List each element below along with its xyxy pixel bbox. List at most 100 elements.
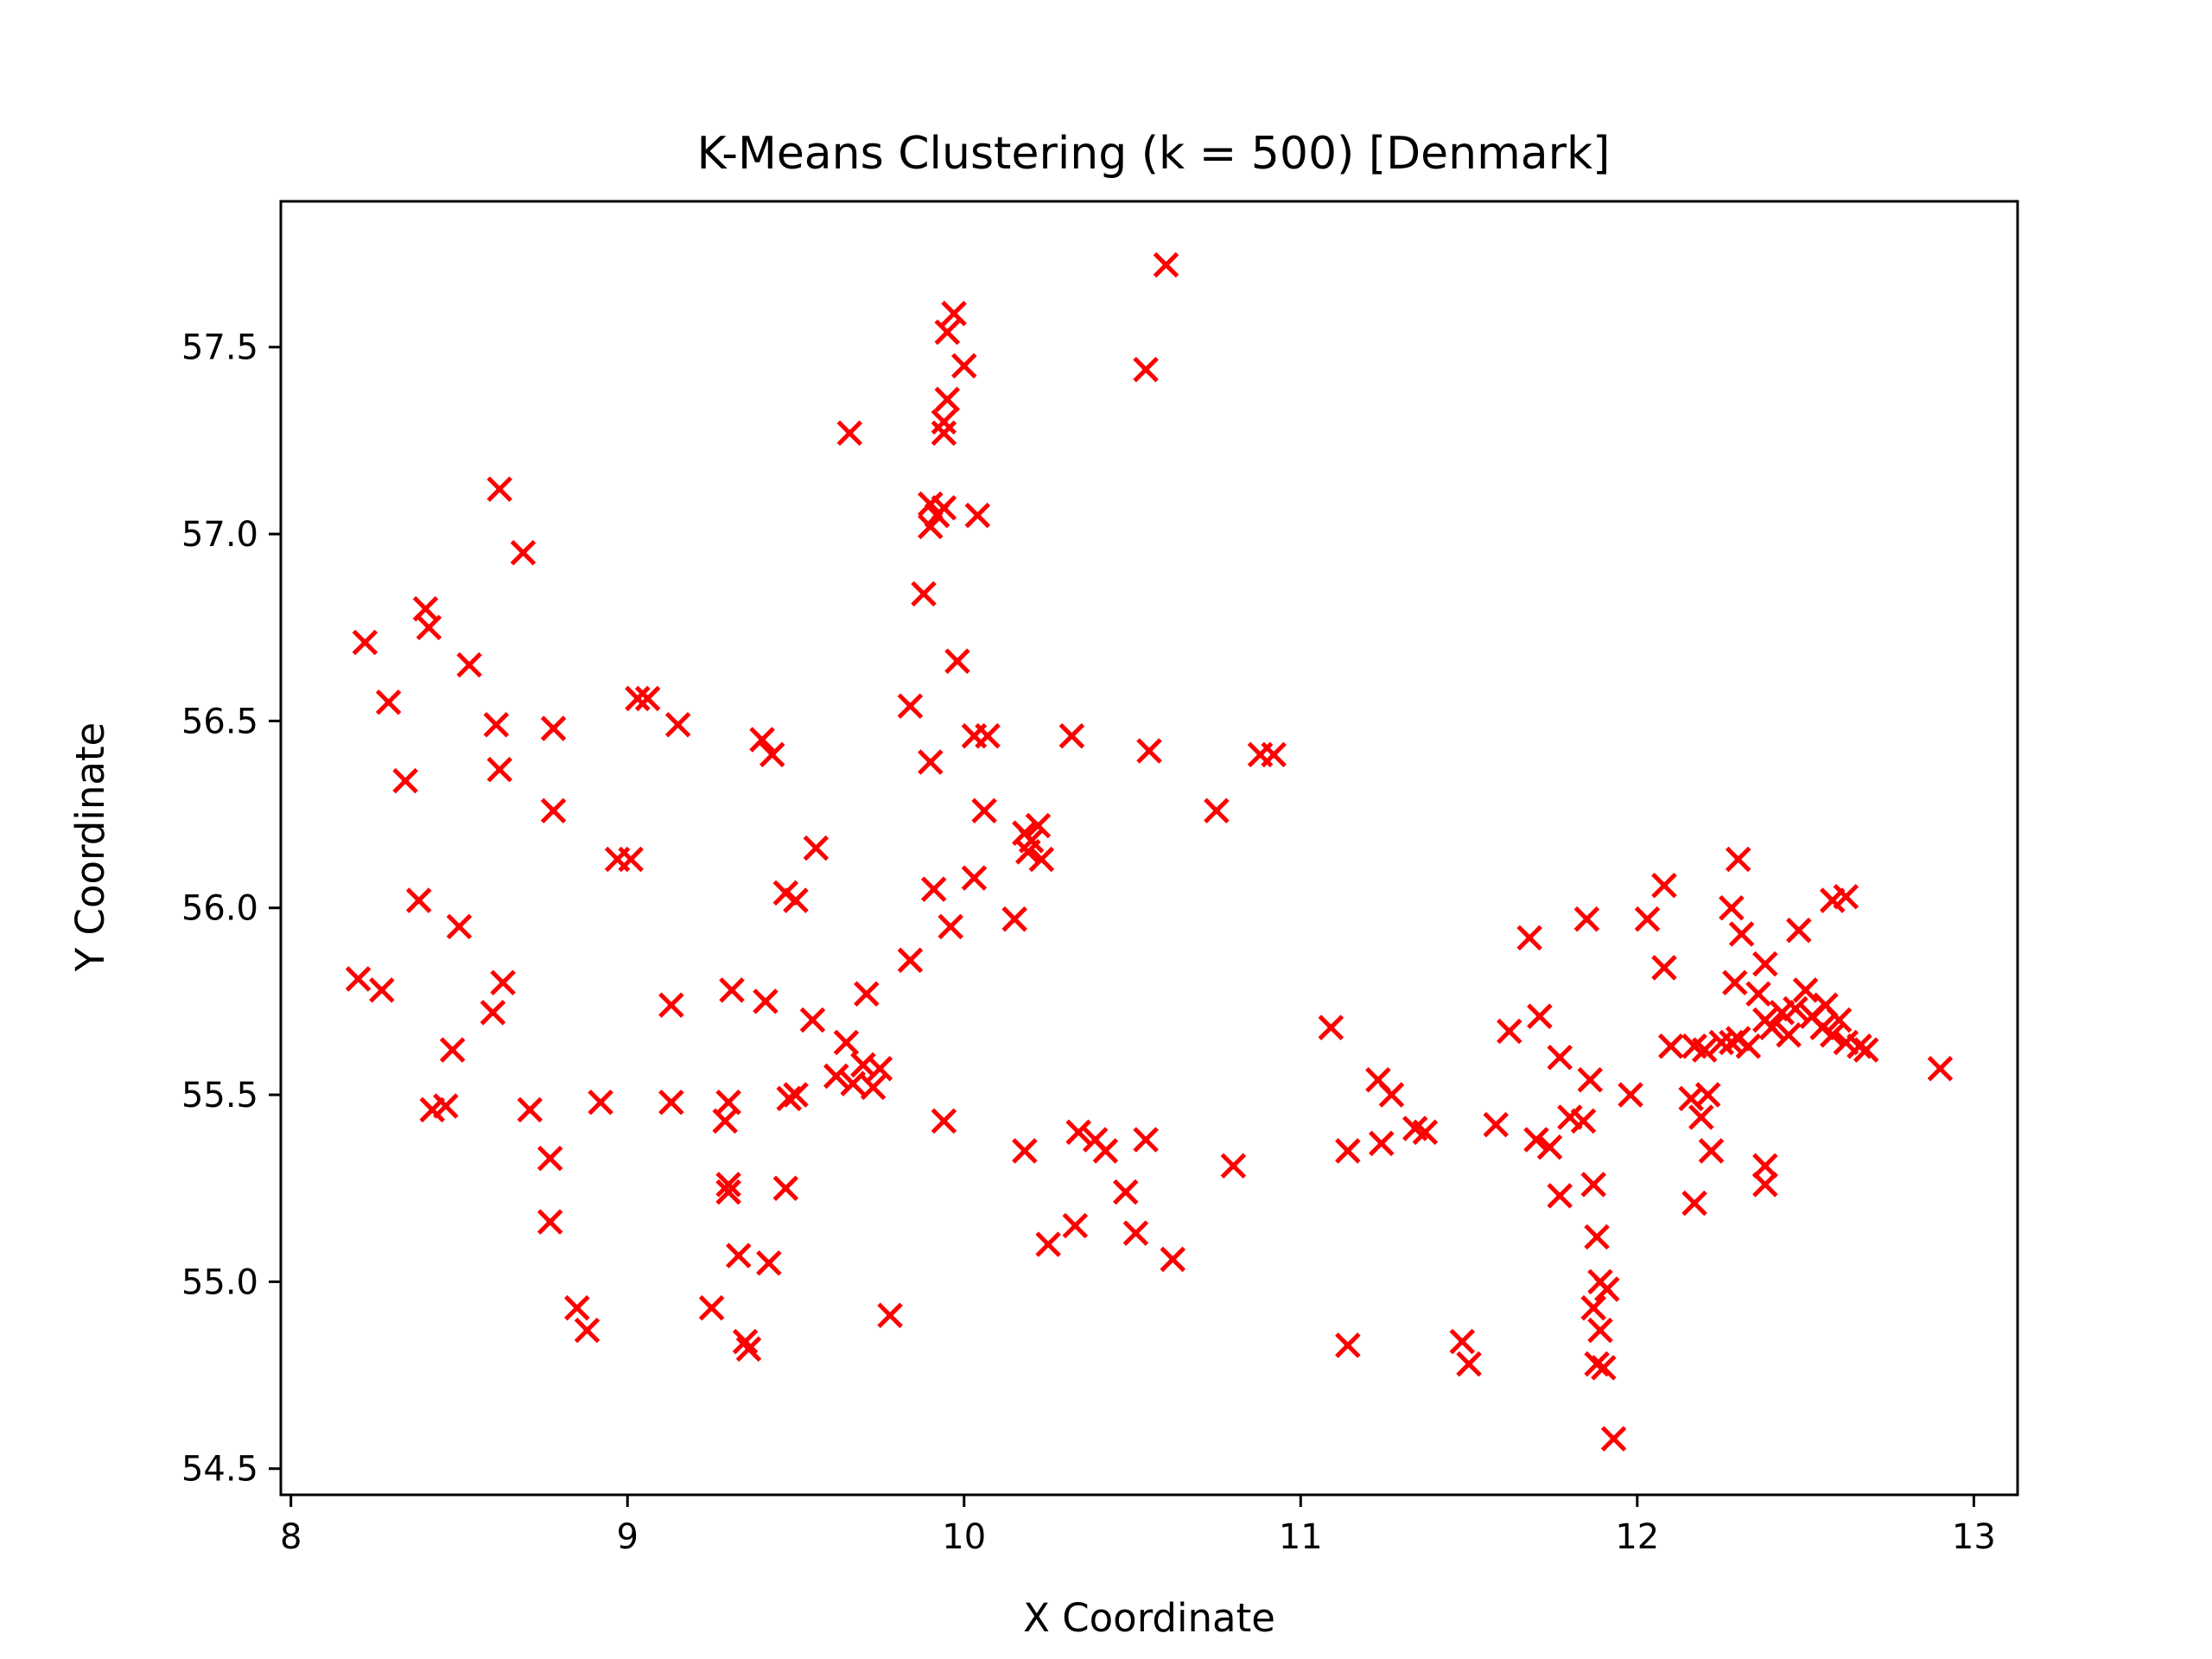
centroid-x-stroke — [1634, 906, 1661, 932]
centroid-x-stroke — [1681, 1033, 1707, 1059]
cluster-point — [486, 756, 512, 783]
centroid-x-stroke — [1735, 1033, 1762, 1059]
cluster-point — [537, 1145, 563, 1172]
centroid-x-stroke — [1752, 950, 1778, 977]
centroid-x-stroke — [860, 1074, 887, 1101]
cluster-point — [918, 513, 944, 540]
centroid-x-stroke — [537, 1145, 563, 1172]
cluster-point — [931, 409, 957, 435]
cluster-point — [1035, 1231, 1061, 1257]
cluster-point — [1577, 1066, 1604, 1093]
cluster-point — [1591, 1355, 1617, 1381]
cluster-point — [1065, 1119, 1091, 1146]
centroid-x-stroke — [1776, 1022, 1802, 1048]
cluster-point — [1651, 955, 1677, 981]
centroid-x-stroke — [1927, 1056, 1954, 1082]
cluster-point — [1792, 977, 1819, 1003]
cluster-point — [1618, 1082, 1643, 1108]
centroid-x-stroke — [1025, 812, 1052, 839]
cluster-point — [574, 1317, 601, 1344]
centroid-x-stroke — [1678, 1085, 1704, 1112]
cluster-point — [715, 1179, 741, 1205]
cluster-point — [920, 876, 947, 902]
centroid-x-stroke — [931, 409, 957, 435]
centroid-x-stroke — [1062, 1212, 1089, 1239]
centroid-x-stroke — [854, 981, 880, 1007]
centroid-x-stroke — [634, 685, 661, 712]
cluster-point — [1927, 1056, 1954, 1082]
cluster-point — [1735, 1033, 1762, 1059]
y-tick-label: 55.0 — [181, 1262, 258, 1302]
cluster-point — [799, 1007, 826, 1033]
centroid-x-stroke — [1691, 1037, 1718, 1063]
centroid-x-stroke — [961, 865, 988, 891]
centroid-x-stroke — [918, 513, 944, 540]
cluster-point — [1335, 1332, 1361, 1358]
cluster-point — [1012, 1138, 1038, 1164]
centroid-x-stroke — [1698, 1138, 1725, 1164]
y-tick-label: 56.0 — [181, 889, 258, 929]
cluster-point — [971, 798, 997, 824]
centroid-x-stroke — [1112, 1179, 1139, 1205]
cluster-point — [540, 715, 567, 741]
centroid-x-stroke — [1651, 872, 1677, 899]
centroid-x-stroke — [1580, 1172, 1606, 1198]
centroid-x-stroke — [1681, 1190, 1707, 1217]
centroid-x-stroke — [1819, 1022, 1846, 1048]
cluster-point — [1160, 1246, 1186, 1273]
centroid-x-stroke — [588, 1089, 613, 1116]
cluster-point — [732, 1328, 759, 1355]
x-axis: 8 9 10 11 12 13 — [280, 1495, 1996, 1557]
centroid-x-stroke — [1133, 356, 1159, 383]
cluster-point — [1449, 1328, 1476, 1355]
cluster-point — [836, 420, 863, 447]
centroid-x-stroke — [931, 420, 957, 447]
centroid-x-stroke — [1783, 995, 1808, 1022]
centroid-x-stroke — [392, 767, 418, 794]
centroid-x-stroke — [1153, 251, 1179, 278]
centroid-x-stroke — [1378, 1082, 1405, 1108]
cluster-point — [1133, 356, 1159, 383]
cluster-point — [964, 502, 991, 529]
cluster-point — [1826, 1007, 1853, 1033]
centroid-x-stroke — [1587, 1317, 1613, 1344]
centroid-x-stroke — [1220, 1153, 1247, 1179]
centroid-x-stroke — [759, 741, 785, 768]
cluster-point — [664, 711, 691, 738]
centroid-x-stroke — [1527, 1003, 1553, 1029]
centroid-x-stroke — [483, 711, 510, 738]
centroid-x-stroke — [732, 1328, 759, 1355]
centroid-x-stroke — [1318, 1014, 1344, 1040]
centroid-x-stroke — [918, 749, 944, 775]
centroid-x-stroke — [1018, 828, 1045, 854]
centroid-x-stroke — [439, 1037, 466, 1063]
centroid-x-stroke — [1708, 1029, 1734, 1056]
cluster-point — [1204, 798, 1230, 824]
centroid-x-stroke — [1688, 1104, 1714, 1130]
centroid-x-stroke — [1012, 1138, 1038, 1164]
centroid-x-stroke — [1853, 1037, 1879, 1063]
cluster-point — [1547, 1183, 1573, 1209]
cluster-point — [1497, 1018, 1522, 1045]
centroid-x-stroke — [405, 887, 432, 913]
centroid-x-stroke — [1573, 906, 1600, 932]
cluster-point — [877, 1302, 903, 1329]
centroid-x-stroke — [1261, 741, 1287, 768]
cluster-point — [1058, 722, 1085, 749]
centroid-x-stroke — [1122, 1220, 1149, 1246]
cluster-point — [1112, 1179, 1139, 1205]
cluster-point — [1584, 1224, 1610, 1250]
centroid-x-stroke — [971, 798, 997, 824]
centroid-x-stroke — [1335, 1332, 1361, 1358]
cluster-point — [941, 301, 967, 327]
cluster-point — [854, 981, 880, 1007]
cluster-point — [1527, 1003, 1553, 1029]
cluster-point — [1681, 1190, 1707, 1217]
centroid-x-stroke — [658, 1089, 684, 1116]
cluster-point — [1220, 1153, 1247, 1179]
centroid-x-stroke — [934, 386, 961, 413]
cluster-point — [1062, 1212, 1089, 1239]
cluster-point — [753, 988, 779, 1014]
cluster-point — [783, 887, 809, 913]
centroid-x-stroke — [490, 969, 516, 996]
